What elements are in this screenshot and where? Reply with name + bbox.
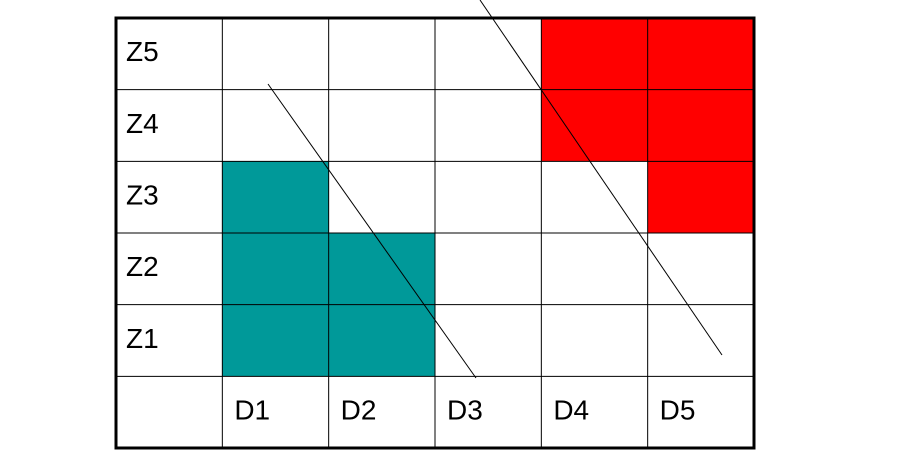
cell [328,161,435,233]
column-label: D4 [553,395,589,426]
cell [647,161,754,233]
cell [328,233,435,305]
cell [647,304,754,377]
column-label: D5 [660,395,696,426]
cell [328,18,435,90]
cells [222,18,754,377]
row-label: Z5 [126,36,159,67]
cell [541,233,648,305]
cell [647,89,754,162]
cell [541,18,648,90]
cell [435,161,542,233]
column-label: D2 [341,395,377,426]
column-label: D3 [447,395,483,426]
cell [541,304,648,377]
diagonal-line [267,83,477,379]
row-label: Z1 [126,323,159,354]
cell [222,233,329,305]
outer-border [114,16,756,450]
cell [435,304,542,377]
cell [222,89,329,162]
row-label: Z3 [126,180,159,211]
cell [435,89,542,162]
cell [222,18,329,90]
cell [435,18,542,90]
column-label: D1 [234,395,270,426]
cell [222,161,329,233]
row-label: Z2 [126,251,159,282]
cell [222,304,329,377]
grid-lines [116,18,754,448]
cell [647,233,754,305]
labels: Z5 Z4 Z3 Z2 Z1 D1 D2 D3 D4 D5 [126,36,695,425]
cell [435,233,542,305]
cell [328,304,435,377]
cell [328,89,435,162]
diagonal-line [479,0,723,356]
row-label: Z4 [126,108,159,139]
cell [647,18,754,90]
cell [541,89,648,162]
cell [541,161,648,233]
